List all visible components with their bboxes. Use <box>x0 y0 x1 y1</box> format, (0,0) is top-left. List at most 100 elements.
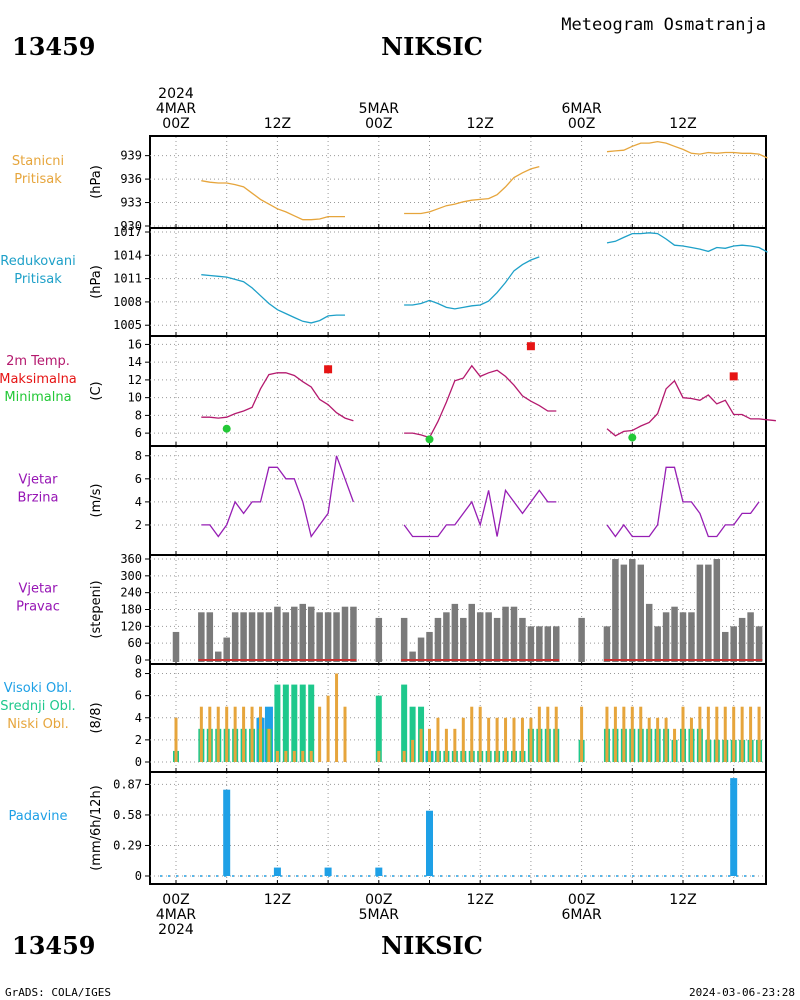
low-cloud-bar <box>681 706 685 762</box>
direction-bar <box>493 617 501 662</box>
direction-bar <box>536 626 543 662</box>
low-cloud-bar <box>546 706 550 762</box>
mid-cloud-bar <box>308 684 315 762</box>
low-cloud-bar <box>630 706 634 762</box>
series-line <box>606 232 768 253</box>
y-tick-label: 1005 <box>113 318 142 332</box>
time-label: 00Z <box>568 116 595 132</box>
low-cloud-bar <box>284 750 288 762</box>
low-cloud-bar <box>267 728 271 762</box>
direction-bar <box>248 612 256 662</box>
direction-bar <box>324 612 332 662</box>
direction-bar <box>755 626 763 662</box>
tmin-point <box>425 435 434 444</box>
direction-bar <box>468 603 475 662</box>
low-cloud-bar <box>622 706 626 762</box>
low-cloud-bar <box>233 706 237 762</box>
series-line <box>201 180 345 221</box>
y-tick-label: 60 <box>128 636 142 650</box>
direction-bar <box>341 606 349 662</box>
footer-credit: GrADS: COLA/IGES <box>5 986 111 999</box>
series-line <box>404 165 540 215</box>
y-tick-label: 0 <box>135 869 142 883</box>
time-label: 2024 <box>158 86 194 102</box>
y-tick-label: 0 <box>135 755 142 769</box>
direction-bar <box>730 626 737 662</box>
direction-bar <box>578 617 585 662</box>
panels: 930933936939(hPa)StanicniPritisak1005100… <box>0 135 776 885</box>
direction-bar <box>544 626 552 662</box>
direction-bar <box>400 617 408 662</box>
time-label: 00Z <box>162 892 189 908</box>
direction-bar <box>662 612 670 662</box>
direction-bar <box>502 606 509 662</box>
direction-bar <box>620 564 628 662</box>
direction-bar <box>679 612 687 662</box>
y-axis-label: (m/s) <box>89 484 104 518</box>
direction-bar <box>637 564 644 662</box>
low-cloud-bar <box>520 717 524 762</box>
panel-label: Pravac <box>16 600 60 615</box>
direction-bar <box>206 612 214 662</box>
direction-bar <box>603 626 611 662</box>
time-label: 12Z <box>264 116 291 132</box>
direction-bar <box>231 612 239 662</box>
low-cloud-bar <box>732 706 736 762</box>
direction-bar <box>375 617 383 662</box>
panel-frame <box>149 445 767 556</box>
panel-label: Redukovani <box>0 254 75 269</box>
direction-bar <box>460 617 467 662</box>
low-cloud-bar <box>318 706 322 762</box>
low-cloud-bar <box>504 717 508 762</box>
low-cloud-bar <box>174 717 178 762</box>
time-label: 4MAR <box>156 101 197 117</box>
y-tick-label: 6 <box>135 426 142 440</box>
low-cloud-bar <box>554 706 558 762</box>
direction-bar <box>240 612 247 662</box>
direction-bar <box>172 631 180 662</box>
panel-frame <box>149 771 767 885</box>
precip-bar <box>375 867 383 876</box>
y-tick-label: 1011 <box>113 272 142 286</box>
y-axis-label: (stepeni) <box>89 580 104 638</box>
direction-bar <box>519 617 526 662</box>
direction-bar <box>434 617 442 662</box>
footer-station-name: NIKSIC <box>381 931 483 960</box>
direction-bar <box>426 631 433 662</box>
direction-bar <box>696 564 704 662</box>
tmin-point <box>628 433 637 442</box>
low-cloud-bar <box>343 706 347 762</box>
time-label: 6MAR <box>561 907 602 923</box>
direction-bar <box>215 651 222 662</box>
series-line <box>201 372 354 422</box>
direction-bar <box>688 612 695 662</box>
time-label: 12Z <box>669 892 696 908</box>
direction-bar <box>654 626 661 662</box>
low-cloud-bar <box>749 706 753 762</box>
low-cloud-bar <box>335 673 339 762</box>
series-line <box>201 455 355 539</box>
precip-bar <box>324 867 332 876</box>
low-cloud-bar <box>580 706 584 762</box>
low-cloud-bar <box>259 706 262 762</box>
panel-frame <box>149 135 767 229</box>
panel-label: Srednji Obl. <box>0 699 75 714</box>
direction-bar <box>198 612 205 662</box>
low-cloud-bar <box>309 750 313 762</box>
y-tick-label: 0.29 <box>113 838 142 852</box>
direction-bar <box>527 626 535 662</box>
low-cloud-bar <box>647 717 651 762</box>
time-label: 5MAR <box>359 907 400 923</box>
time-label: 00Z <box>568 892 595 908</box>
low-cloud-bar <box>495 717 499 762</box>
low-cloud-bar <box>673 728 677 762</box>
low-cloud-bar <box>436 717 440 762</box>
y-axis-label: (mm/6h/12h) <box>89 785 104 871</box>
precip-bar <box>223 789 231 876</box>
low-cloud-bar <box>301 750 305 762</box>
low-cloud-bar <box>706 706 710 762</box>
y-tick-label: 6 <box>135 472 142 486</box>
panel-station_pressure: 930 933 936 939 (hPa) Stanicni Pritisak <box>12 135 768 233</box>
low-cloud-bar <box>639 706 643 762</box>
y-tick-label: 300 <box>120 569 142 583</box>
